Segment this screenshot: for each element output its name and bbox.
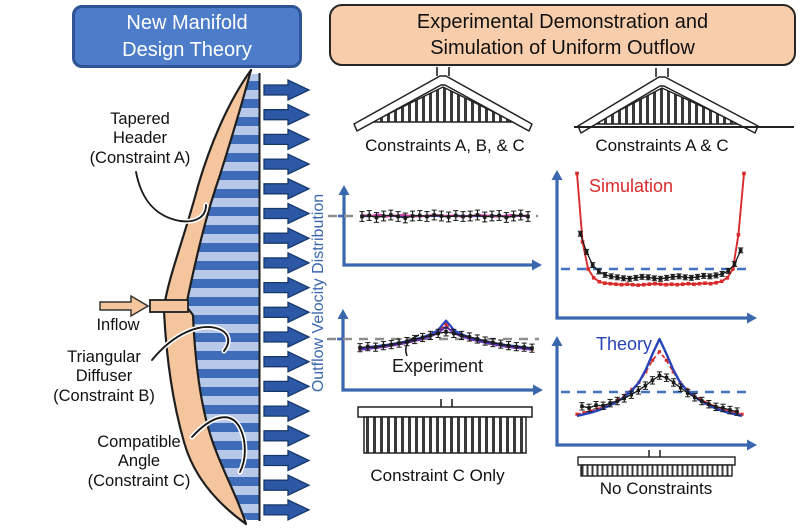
y-axis-arrowhead — [551, 336, 563, 346]
icon-inlet-notch — [436, 67, 450, 76]
annotation-simulation: Simulation — [589, 176, 674, 196]
plot-axes — [555, 179, 748, 320]
icon-hatched-body — [593, 87, 741, 125]
x-axis-arrowhead — [533, 384, 543, 396]
outflow-arrow — [263, 325, 311, 349]
outflow-arrow — [263, 449, 311, 472]
leader-tapered-header — [133, 169, 209, 224]
caption-constraints-ac: Constraints A & C — [595, 136, 729, 155]
inlet-pipe — [149, 299, 189, 313]
series-experiment — [359, 209, 531, 224]
icon-header-band — [353, 75, 533, 132]
y-axis-arrowhead — [337, 309, 349, 319]
icon-header-band — [577, 456, 736, 466]
icon-header-band — [577, 76, 759, 134]
outflow-arrow — [263, 153, 311, 176]
outflow-arrow — [263, 276, 311, 299]
outflow-arrow — [263, 400, 311, 423]
plot-constraints-abc — [328, 185, 542, 271]
outflow-arrow — [263, 103, 311, 126]
outflow-arrow — [263, 474, 311, 497]
diffuser-striped-region — [188, 74, 259, 520]
title-new-manifold-design-theory: New Manifold Design Theory — [72, 5, 302, 68]
icon-hatched-body — [371, 86, 515, 123]
icon-manifold-none — [577, 450, 736, 477]
x-axis-arrowhead — [532, 259, 542, 271]
outflow-arrow — [263, 350, 311, 373]
outflow-arrow — [263, 78, 311, 102]
label-triangular-diffuser: Triangular Diffuser (Constraint B) — [53, 348, 155, 405]
inflow-arrow-icon — [99, 294, 150, 318]
outflow-arrow — [263, 375, 311, 398]
title-experimental-demonstration: Experimental Demonstration and Simulatio… — [329, 4, 796, 66]
annotation-experiment: Experiment — [392, 356, 484, 376]
plot-axes — [341, 318, 534, 392]
outflow-arrow — [263, 301, 311, 324]
icon-inlet-notch — [655, 68, 669, 77]
outflow-arrow — [263, 177, 311, 200]
manifold-diagram — [99, 68, 261, 526]
plot-axes — [342, 194, 533, 267]
icon-inlet-notch — [648, 450, 661, 457]
outflow-arrow — [263, 227, 311, 250]
outflow-arrows — [263, 78, 311, 521]
series-simulation — [575, 171, 746, 287]
series-experiment — [357, 327, 535, 353]
x-axis-arrowhead — [747, 312, 757, 324]
outflow-arrow — [263, 251, 311, 274]
icon-manifold-ac — [574, 68, 794, 134]
icon-hatched-body — [363, 416, 527, 454]
y-axis-arrowhead — [338, 185, 350, 195]
leader-triangular-diffuser — [149, 324, 231, 363]
experiment-annotation-leader — [404, 334, 420, 357]
caption-constraints-abc: Constraints A, B, & C — [365, 136, 525, 155]
leader-compatible-angle — [189, 414, 248, 475]
outflow-arrow — [263, 498, 311, 521]
series-experiment — [577, 230, 744, 282]
caption-no-constraints: No Constraints — [599, 479, 713, 498]
icon-inlet-notch — [440, 399, 453, 407]
plot-axes — [555, 345, 748, 447]
caption-constraint-c-only: Constraint C Only — [370, 466, 505, 485]
label-compatible-angle: Compatible Angle (Constraint C) — [87, 433, 191, 490]
icon-header-band — [357, 406, 533, 418]
plot-constraints-ac — [551, 170, 757, 324]
plot-no-constraints — [551, 336, 757, 451]
outflow-arrow — [263, 424, 311, 447]
y-axis-arrowhead — [551, 170, 563, 180]
icon-hatched-body — [580, 464, 733, 477]
icon-manifold-abc — [353, 67, 533, 132]
label-tapered-header: Tapered Header (Constraint A) — [89, 110, 191, 167]
outflow-arrow — [263, 128, 311, 151]
outflow-arrow — [263, 202, 311, 225]
icon-manifold-c-only — [357, 399, 533, 454]
y-axis-label: Outflow Velocity Distribution — [310, 193, 327, 393]
label-inflow: Inflow — [96, 316, 140, 334]
series-experiment — [579, 371, 740, 416]
x-axis-arrowhead — [747, 439, 757, 451]
annotation-theory: Theory — [596, 334, 653, 354]
plot-constraint-c-only — [327, 309, 543, 396]
series-purple-curve — [359, 325, 533, 351]
